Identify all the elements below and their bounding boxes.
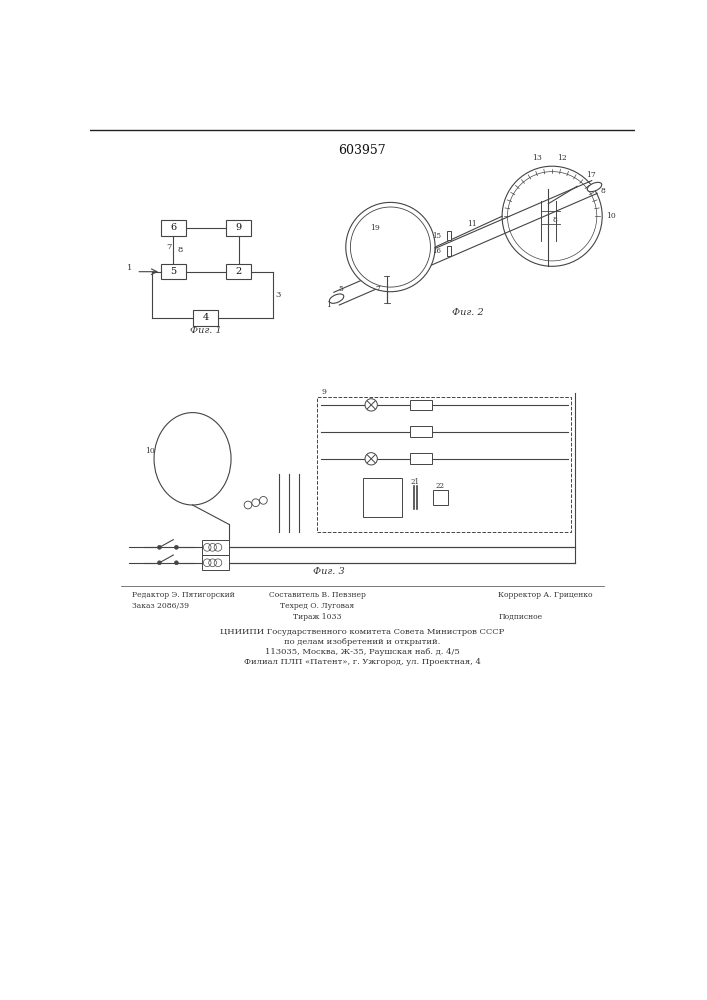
Text: Корректор А. Гриценко: Корректор А. Гриценко [498,591,592,599]
Text: 21: 21 [411,478,419,486]
Text: Фиг. 3: Фиг. 3 [313,567,345,576]
Text: 19: 19 [416,428,426,436]
Text: ЦНИИПИ Государственного комитета Совета Министров СССР: ЦНИИПИ Государственного комитета Совета … [220,628,504,636]
Text: 9: 9 [321,388,326,396]
Text: 4: 4 [202,313,209,322]
Ellipse shape [588,182,602,192]
Ellipse shape [154,413,231,505]
Circle shape [346,202,435,292]
Bar [411,400,432,410]
Text: 10: 10 [606,212,616,220]
Text: 7: 7 [166,243,172,251]
Text: 8: 8 [552,216,557,224]
Text: 20: 20 [378,482,387,490]
Text: Составитель В. Певзнер: Составитель В. Певзнер [269,591,366,599]
Text: 3: 3 [276,291,281,299]
Text: 1: 1 [327,301,332,309]
Text: Филиал ПЛП «Патент», г. Ужгород, ул. Проектная, 4: Филиал ПЛП «Патент», г. Ужгород, ул. Про… [243,658,480,666]
Text: 113035, Москва, Ж-35, Раушская наб. д. 4/5: 113035, Москва, Ж-35, Раушская наб. д. 4… [264,648,460,656]
Circle shape [175,561,178,565]
Text: 23: 23 [378,497,387,505]
Text: Тираж 1033: Тираж 1033 [293,613,341,621]
Bar [433,490,448,505]
Text: 10: 10 [146,447,155,455]
Text: 6: 6 [170,223,176,232]
Text: 1: 1 [127,264,132,272]
Text: 11: 11 [467,220,477,228]
Text: 12: 12 [557,154,567,162]
Circle shape [502,166,602,266]
Circle shape [244,501,252,509]
Text: 8: 8 [177,246,182,254]
Bar [447,246,451,256]
Bar [226,220,251,235]
Text: 7: 7 [375,285,380,293]
Text: Подписное: Подписное [498,613,542,621]
Circle shape [175,545,178,549]
Text: Заказ 2086/39: Заказ 2086/39 [132,602,189,610]
Bar [193,310,218,326]
Ellipse shape [329,294,344,303]
Bar [161,264,186,279]
Bar [447,231,451,240]
Text: 13: 13 [532,154,542,162]
Text: 19: 19 [370,224,380,232]
Text: 8: 8 [601,187,605,195]
Bar [317,397,571,532]
Bar [161,220,186,235]
Text: 22: 22 [436,482,445,490]
Bar [226,264,251,279]
Text: 5: 5 [338,285,343,293]
Text: Редактор Э. Пятигорский: Редактор Э. Пятигорский [132,591,235,599]
Text: 2: 2 [235,267,242,276]
Bar [411,426,432,437]
Text: 5: 5 [170,267,176,276]
Text: 603957: 603957 [338,144,386,157]
Text: Фиг. 1: Фиг. 1 [189,326,221,335]
Bar [411,453,432,464]
Text: 15: 15 [432,232,441,239]
Text: Фиг. 2: Фиг. 2 [452,308,484,317]
Circle shape [158,545,161,549]
Text: 19: 19 [416,455,426,463]
Text: 16: 16 [432,247,441,255]
Circle shape [365,453,378,465]
Bar [201,540,229,555]
Circle shape [259,497,267,504]
Bar [363,478,402,517]
Circle shape [365,399,378,411]
Text: по делам изобретений и открытий.: по делам изобретений и открытий. [284,638,440,646]
Circle shape [158,561,161,565]
Bar [201,555,229,570]
Text: 18: 18 [416,401,426,409]
Text: 17: 17 [586,171,596,179]
Circle shape [252,499,259,507]
Text: Техред О. Луговая: Техред О. Луговая [280,602,354,610]
Text: 9: 9 [235,223,242,232]
